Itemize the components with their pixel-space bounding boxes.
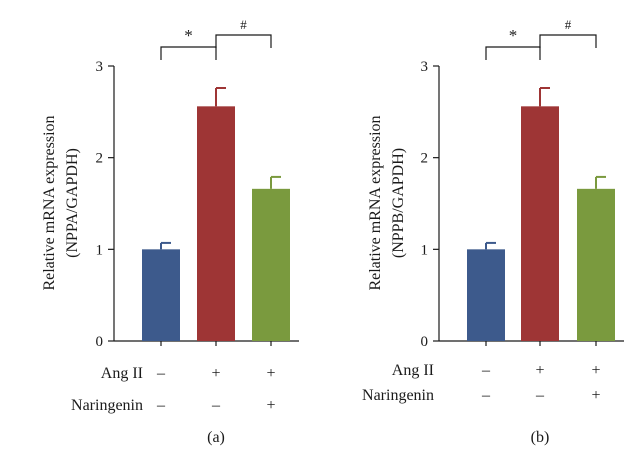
- bar-control: [142, 249, 180, 341]
- y-axis-label: Relative mRNA expression: [41, 115, 58, 290]
- condition-mark: –: [535, 387, 545, 404]
- condition-mark: –: [481, 362, 491, 379]
- chart-panel-b: 0 1 2 3 Relative mRNA expression (NPPB/GAPDH)…: [362, 17, 624, 446]
- significance-bracket: [215, 34, 272, 48]
- bar-ang-ii-naringenin: [252, 188, 290, 341]
- y-axis-label: Relative mRNA expression: [367, 115, 384, 290]
- significance-symbol: *: [184, 26, 193, 45]
- y-tick-label: 2: [421, 151, 429, 167]
- condition-row-label: Naringenin: [71, 397, 143, 414]
- condition-row-label: Ang II: [101, 365, 143, 382]
- bar-control: [467, 249, 505, 341]
- panel-label: (a): [207, 429, 225, 446]
- significance-bracket: [485, 46, 541, 60]
- bar-ang-ii: [521, 106, 559, 341]
- y-tick-label: 0: [96, 334, 104, 350]
- y-axis-label: (NPPB/GAPDH): [390, 148, 407, 258]
- y-tick-label: 1: [421, 242, 429, 258]
- chart-panel-a: 0 1 2 3 Relative mRNA expression (NPPA/GAPDH)…: [41, 17, 299, 446]
- condition-mark: +: [211, 365, 220, 382]
- condition-mark: –: [156, 365, 166, 382]
- significance-bracket: [539, 34, 597, 48]
- condition-row-label: Ang II: [392, 362, 434, 379]
- y-axis-label: (NPPA/GAPDH): [64, 148, 81, 258]
- significance-symbol: *: [509, 26, 518, 45]
- bar-ang-ii-naringenin: [577, 188, 615, 341]
- panel-label: (b): [531, 429, 550, 446]
- y-tick-label: 0: [421, 334, 429, 350]
- condition-mark: +: [591, 362, 600, 379]
- significance-symbol: #: [565, 17, 572, 32]
- y-tick-label: 1: [96, 242, 104, 258]
- y-tick-label: 3: [421, 59, 429, 75]
- significance-bracket: [160, 46, 217, 60]
- condition-mark: –: [481, 387, 491, 404]
- y-tick-label: 2: [96, 151, 104, 167]
- condition-mark: +: [591, 387, 600, 404]
- condition-mark: –: [156, 397, 166, 414]
- condition-mark: +: [535, 362, 544, 379]
- condition-row-label: Naringenin: [362, 387, 434, 404]
- condition-mark: +: [266, 365, 275, 382]
- bar-ang-ii: [197, 106, 235, 341]
- condition-mark: +: [266, 397, 275, 414]
- significance-symbol: #: [240, 17, 247, 32]
- condition-mark: –: [211, 397, 221, 414]
- y-tick-label: 3: [96, 59, 104, 75]
